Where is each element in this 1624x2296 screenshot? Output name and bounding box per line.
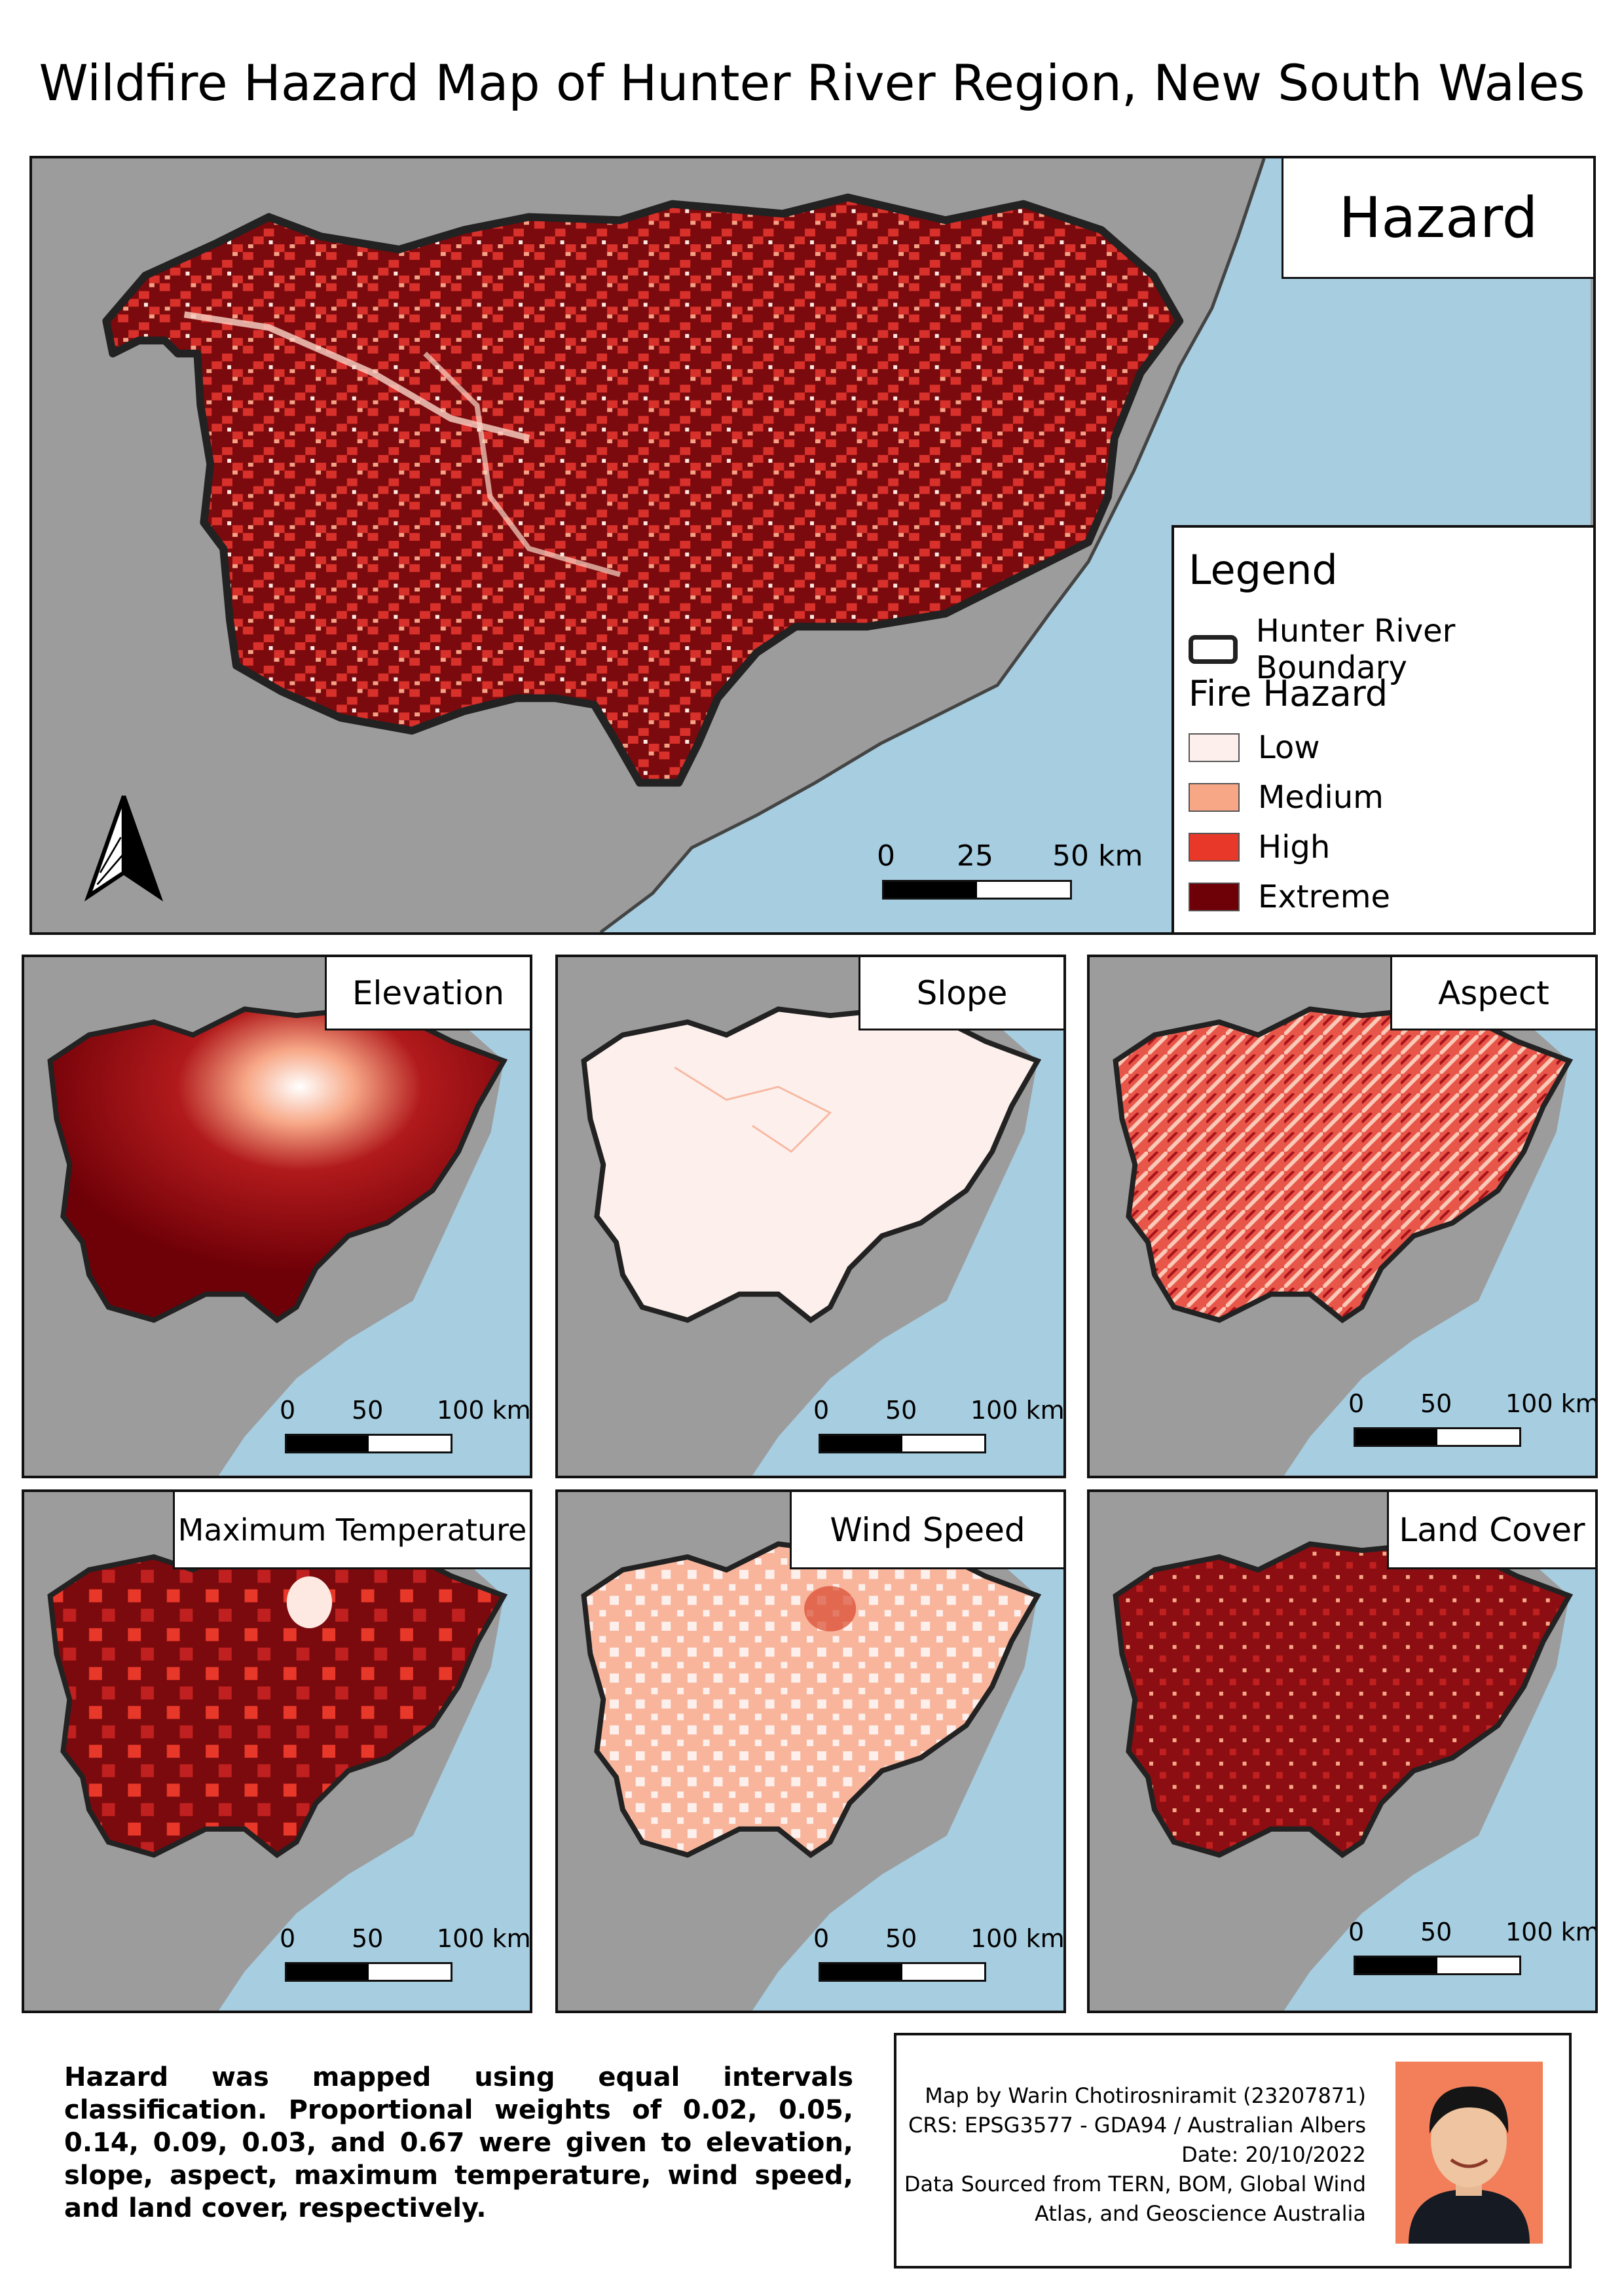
- scale-label: 0: [813, 1924, 830, 1953]
- land-cover-panel: Land Cover 0 50 100 km: [1087, 1489, 1598, 2013]
- land-cover-scale-bar: 0 50 100 km: [1348, 1918, 1595, 1990]
- legend-label: High: [1258, 829, 1331, 866]
- scale-label: 50: [1420, 1918, 1452, 1946]
- wind-speed-scale-bar: 0 50 100 km: [813, 1924, 1063, 1996]
- legend-label: Medium: [1258, 779, 1384, 816]
- scale-label: 0: [877, 839, 895, 873]
- elevation-label: Elevation: [325, 957, 530, 1030]
- aspect-label: Aspect: [1390, 957, 1595, 1030]
- scale-label: 50: [1420, 1389, 1452, 1418]
- scale-label: 50: [352, 1396, 384, 1425]
- slope-panel: Slope 0 50 100 km: [555, 955, 1066, 1478]
- slope-scale-bar: 0 50 100 km: [813, 1396, 1063, 1468]
- max-temperature-panel: Maximum Temperature 0 50 100 km: [22, 1489, 532, 2013]
- credits-text: Map by Warin Chotirosniramit (23207871) …: [904, 2081, 1366, 2229]
- scale-label: 100 km: [970, 1924, 1065, 1953]
- credit-line: CRS: EPSG3577 - GDA94 / Australian Alber…: [908, 2113, 1366, 2138]
- hazard-map: Hazard 0 25 50 km Legend Hunter River Bo…: [29, 156, 1596, 935]
- aspect-scale-bar: 0 50 100 km: [1348, 1389, 1595, 1461]
- wind-speed-panel: Wind Speed 0 50 100 km: [555, 1489, 1066, 2013]
- scale-label: 100 km: [437, 1396, 531, 1425]
- land-cover-label: Land Cover: [1387, 1492, 1595, 1569]
- scale-label: 50: [885, 1924, 917, 1953]
- hazard-panel-title: Hazard: [1282, 158, 1593, 279]
- elevation-panel: Elevation 0 50 100 km: [22, 955, 532, 1478]
- legend-label: Extreme: [1258, 879, 1391, 915]
- legend-item-extreme: Extreme: [1189, 879, 1390, 915]
- legend-swatch: [1189, 783, 1240, 812]
- scale-label: 50: [885, 1396, 917, 1425]
- credit-line: Data Sourced from TERN, BOM, Global Wind: [904, 2172, 1366, 2196]
- north-arrow-icon: [84, 795, 164, 902]
- scale-label: 25: [957, 839, 993, 873]
- legend-item-medium: Medium: [1189, 779, 1384, 816]
- scale-label: 50 km: [1052, 839, 1143, 873]
- scale-label: 0: [1348, 1918, 1365, 1946]
- map-legend: Legend Hunter River Boundary Fire Hazard…: [1172, 525, 1593, 932]
- legend-item-high: High: [1189, 829, 1330, 866]
- hunter-river-region: [102, 193, 1184, 787]
- wind-speed-label: Wind Speed: [790, 1492, 1063, 1569]
- elevation-map: [47, 957, 530, 1476]
- credit-line: Atlas, and Geoscience Australia: [1035, 2201, 1366, 2226]
- slope-label: Slope: [858, 957, 1063, 1030]
- aspect-panel: Aspect 0 50 100 km: [1087, 955, 1598, 1478]
- legend-swatch: [1189, 883, 1240, 911]
- max-temperature-label: Maximum Temperature: [173, 1492, 530, 1569]
- scale-label: 100 km: [1505, 1918, 1598, 1946]
- legend-boundary-label: Hunter River Boundary: [1255, 613, 1456, 686]
- scale-label: 0: [813, 1396, 830, 1425]
- author-photo: [1395, 2062, 1543, 2244]
- map-title: Wildfire Hazard Map of Hunter River Regi…: [39, 54, 1585, 112]
- legend-boundary-item: Hunter River Boundary: [1189, 613, 1593, 686]
- hazard-scale-bar: 0 25 50 km: [877, 839, 1143, 911]
- fire-hazard-heading: Fire Hazard: [1189, 673, 1388, 714]
- credit-line: Map by Warin Chotirosniramit (23207871): [925, 2083, 1366, 2108]
- scale-label: 100 km: [970, 1396, 1065, 1425]
- credit-line: Date: 20/10/2022: [1181, 2142, 1366, 2167]
- legend-swatch: [1189, 833, 1240, 862]
- scale-label: 0: [1348, 1389, 1365, 1418]
- max-temperature-scale-bar: 0 50 100 km: [280, 1924, 530, 1996]
- methodology-note: Hazard was mapped using equal intervals …: [64, 2062, 853, 2223]
- legend-heading: Legend: [1189, 546, 1338, 594]
- elevation-scale-bar: 0 50 100 km: [280, 1396, 530, 1468]
- credits-box: Map by Warin Chotirosniramit (23207871) …: [894, 2033, 1572, 2269]
- aspect-map: [1113, 957, 1595, 1476]
- legend-item-low: Low: [1189, 729, 1320, 766]
- boundary-swatch: [1189, 635, 1238, 664]
- legend-swatch: [1189, 733, 1240, 762]
- scale-label: 50: [352, 1924, 384, 1953]
- land-cover-map: [1113, 1492, 1595, 2011]
- scale-label: 100 km: [437, 1924, 531, 1953]
- scale-label: 0: [280, 1396, 296, 1425]
- legend-label: Low: [1258, 729, 1320, 766]
- scale-label: 100 km: [1505, 1389, 1598, 1418]
- scale-label: 0: [280, 1924, 296, 1953]
- slope-map: [581, 957, 1063, 1476]
